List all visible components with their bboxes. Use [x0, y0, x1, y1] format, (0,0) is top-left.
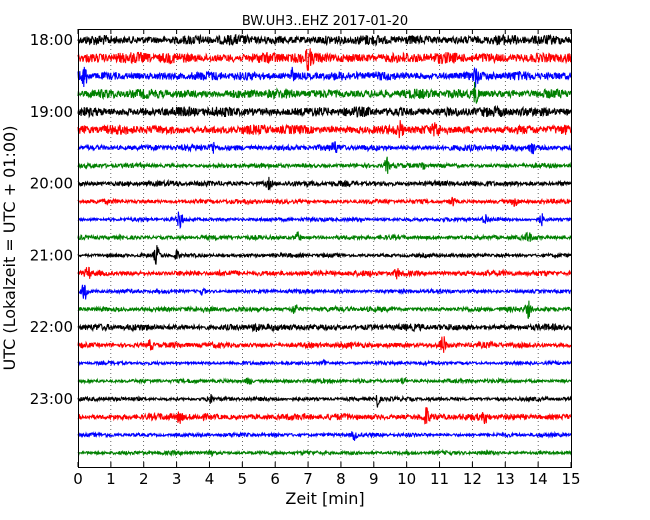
trace-2100 [77, 245, 572, 265]
trace-2315 [77, 407, 572, 425]
x-tick-label: 9 [369, 470, 379, 488]
plot-frame [78, 29, 572, 468]
y-tick-label: 19:00 [30, 103, 73, 121]
y-tick-label: 21:00 [30, 246, 73, 264]
trace-2130 [77, 284, 572, 300]
trace-2115 [77, 266, 572, 280]
trace-1945 [77, 156, 572, 174]
trace-1830 [77, 66, 572, 88]
x-tick-label: 8 [336, 470, 346, 488]
x-tick-label: 5 [238, 470, 248, 488]
x-tick-label: 0 [73, 470, 83, 488]
y-axis-label: UTC (Lokalzeit = UTC + 01:00) [0, 126, 19, 371]
x-tick-label: 7 [303, 470, 313, 488]
trace-2045 [77, 231, 572, 242]
x-tick-label: 10 [397, 470, 416, 488]
trace-2200 [77, 322, 572, 333]
y-tick-label: 20:00 [30, 175, 73, 193]
x-tick-label: 15 [561, 470, 580, 488]
trace-2030 [77, 211, 572, 230]
trace-2245 [77, 376, 572, 385]
trace-1915 [77, 120, 572, 139]
x-tick-label: 13 [496, 470, 515, 488]
trace-2015 [77, 196, 572, 207]
x-tick-label: 2 [139, 470, 149, 488]
y-tick-label: 22:00 [30, 318, 73, 336]
x-tick-label: 1 [106, 470, 116, 488]
y-tick-label: 18:00 [30, 31, 73, 49]
trace-2230 [77, 358, 572, 367]
trace-1930 [77, 141, 572, 155]
trace-2000 [77, 176, 572, 191]
trace-1815 [77, 48, 572, 71]
trace-1900 [77, 104, 572, 119]
traces-layer [77, 33, 572, 458]
trace-1800 [77, 33, 572, 47]
y-axis: 18:00 19:00 20:00 21:00 22:00 23:00 [30, 31, 571, 408]
x-axis: 0 1 2 3 4 5 6 7 8 9 10 11 12 13 14 15 [73, 29, 581, 488]
trace-2215 [77, 336, 572, 353]
x-tick-label: 6 [270, 470, 280, 488]
x-tick-label: 11 [430, 470, 449, 488]
x-tick-label: 12 [463, 470, 482, 488]
x-axis-label: Zeit [min] [285, 489, 364, 508]
x-tick-label: 4 [205, 470, 215, 488]
trace-2145 [77, 300, 572, 319]
trace-2345 [77, 448, 572, 458]
y-tick-label: 23:00 [30, 390, 73, 408]
chart-title: BW.UH3..EHZ 2017-01-20 [242, 14, 408, 29]
x-tick-label: 14 [529, 470, 548, 488]
trace-2330 [77, 430, 572, 441]
trace-1845 [77, 81, 572, 104]
x-tick-label: 3 [172, 470, 182, 488]
trace-2300 [77, 394, 572, 408]
